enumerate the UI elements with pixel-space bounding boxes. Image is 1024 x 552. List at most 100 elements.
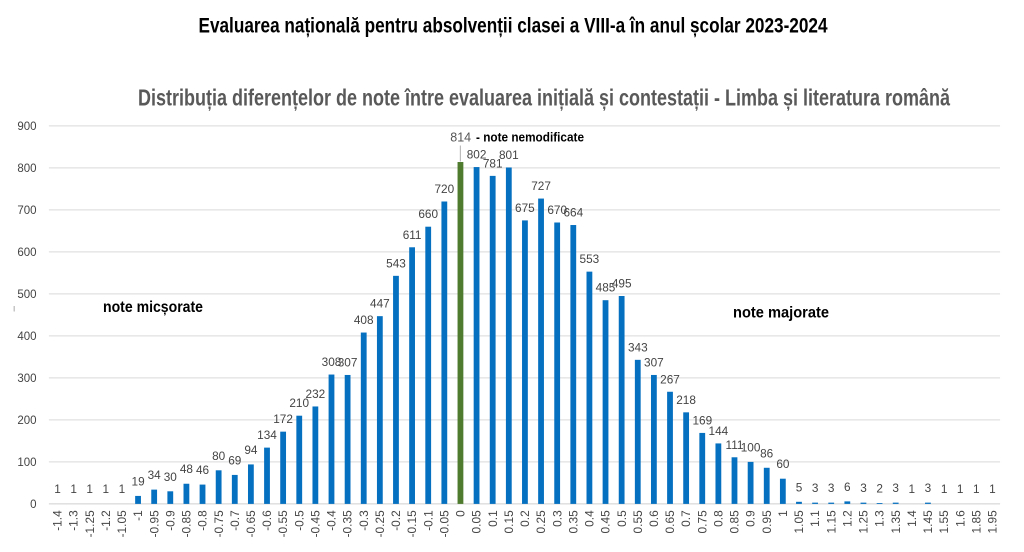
svg-text:727: 727 [531,179,551,193]
svg-text:86: 86 [760,446,774,460]
svg-text:30: 30 [164,470,178,484]
svg-text:-0.85: -0.85 [180,510,194,537]
svg-text:-0.2: -0.2 [389,510,403,531]
svg-text:172: 172 [273,412,293,426]
svg-text:232: 232 [306,387,326,401]
svg-text:1: 1 [909,482,916,496]
svg-text:1.45: 1.45 [921,510,935,534]
svg-text:0.85: 0.85 [728,510,742,534]
svg-text:-1.4: -1.4 [51,510,65,531]
svg-text:1.05: 1.05 [792,510,806,534]
svg-text:-1.05: -1.05 [115,510,129,537]
svg-text:0.65: 0.65 [663,510,677,534]
svg-text:-0.8: -0.8 [196,510,210,531]
svg-text:1.3: 1.3 [873,510,887,527]
svg-text:1: 1 [86,482,93,496]
svg-text:1: 1 [776,510,790,517]
svg-text:485: 485 [596,281,616,295]
svg-text:0.3: 0.3 [550,510,564,527]
svg-text:543: 543 [386,256,406,270]
svg-text:111: 111 [726,438,744,452]
svg-text:-1.3: -1.3 [67,510,81,531]
svg-text:80: 80 [212,449,226,463]
svg-text:500: 500 [17,289,36,301]
svg-text:1.4: 1.4 [905,510,919,527]
svg-text:-0.9: -0.9 [163,510,177,531]
svg-text:1: 1 [119,482,126,496]
svg-text:675: 675 [515,201,535,215]
svg-text:-1.2: -1.2 [99,510,113,531]
svg-text:720: 720 [434,182,454,196]
svg-text:307: 307 [644,356,664,370]
svg-text:144: 144 [709,424,729,438]
svg-text:0.9: 0.9 [744,510,758,527]
svg-text:69: 69 [228,453,241,467]
svg-text:-0.4: -0.4 [325,510,339,531]
svg-text:0: 0 [454,510,468,517]
svg-text:-0.1: -0.1 [421,510,435,531]
svg-text:0.55: 0.55 [631,510,645,534]
svg-text:0.25: 0.25 [534,510,548,534]
svg-text:308: 308 [322,355,342,369]
svg-text:134: 134 [257,428,277,442]
svg-text:100: 100 [17,457,36,469]
svg-text:0.35: 0.35 [566,510,580,534]
svg-text:0.75: 0.75 [695,510,709,534]
svg-text:814: 814 [450,131,471,145]
svg-text:0.6: 0.6 [647,510,661,527]
svg-text:0.05: 0.05 [470,510,484,534]
svg-text:400: 400 [17,331,36,343]
svg-text:-0.5: -0.5 [292,510,306,531]
svg-text:46: 46 [196,463,210,477]
svg-text:660: 660 [418,207,438,221]
svg-text:3: 3 [925,481,932,495]
svg-text:343: 343 [628,340,648,354]
svg-text:0.4: 0.4 [583,510,597,527]
svg-text:800: 800 [17,163,36,175]
svg-text:Distribuția diferențelor de no: Distribuția diferențelor de note între e… [138,85,950,112]
svg-text:600: 600 [17,247,36,259]
svg-text:3: 3 [828,481,835,495]
svg-text:1.15: 1.15 [824,510,838,534]
svg-text:-0.3: -0.3 [357,510,371,531]
svg-text:1.35: 1.35 [889,510,903,534]
svg-text:94: 94 [244,443,258,457]
svg-text:553: 553 [580,252,600,266]
svg-text:0.2: 0.2 [518,510,532,527]
svg-text:3: 3 [812,481,819,495]
svg-text:267: 267 [660,372,680,386]
svg-text:-0.95: -0.95 [147,510,161,537]
svg-text:169: 169 [692,413,712,427]
svg-text:-0.35: -0.35 [341,510,355,537]
svg-text:218: 218 [676,393,696,407]
svg-text:-0.65: -0.65 [244,510,258,537]
svg-text:802: 802 [467,148,487,162]
svg-text:6: 6 [844,480,851,494]
svg-text:60: 60 [776,457,790,471]
svg-text:3: 3 [892,481,899,495]
svg-text:note majorate: note majorate [733,304,829,321]
svg-text:-0.15: -0.15 [405,510,419,537]
svg-text:1: 1 [70,482,77,496]
svg-text:664: 664 [563,206,583,220]
svg-text:801: 801 [499,148,519,162]
svg-text:1.25: 1.25 [857,510,871,534]
svg-text:34: 34 [148,468,162,482]
svg-text:408: 408 [354,313,374,327]
svg-text:Evaluarea națională pentru abs: Evaluarea națională pentru absolvenții c… [199,14,828,38]
svg-text:1.95: 1.95 [986,510,1000,534]
svg-text:note micșorate: note micșorate [103,299,203,316]
svg-text:200: 200 [17,415,36,427]
svg-text:-0.25: -0.25 [373,510,387,537]
svg-text:0.15: 0.15 [502,510,516,534]
svg-text:1: 1 [957,482,964,496]
svg-text:3: 3 [860,481,867,495]
svg-text:307: 307 [338,356,358,370]
svg-text:611: 611 [403,228,422,242]
svg-text:0: 0 [30,499,36,511]
svg-text:495: 495 [612,277,632,291]
svg-text:1: 1 [989,482,996,496]
svg-text:-1.25: -1.25 [83,510,97,537]
svg-text:1.2: 1.2 [840,510,854,527]
svg-text:- note nemodificate: - note nemodificate [476,130,584,145]
